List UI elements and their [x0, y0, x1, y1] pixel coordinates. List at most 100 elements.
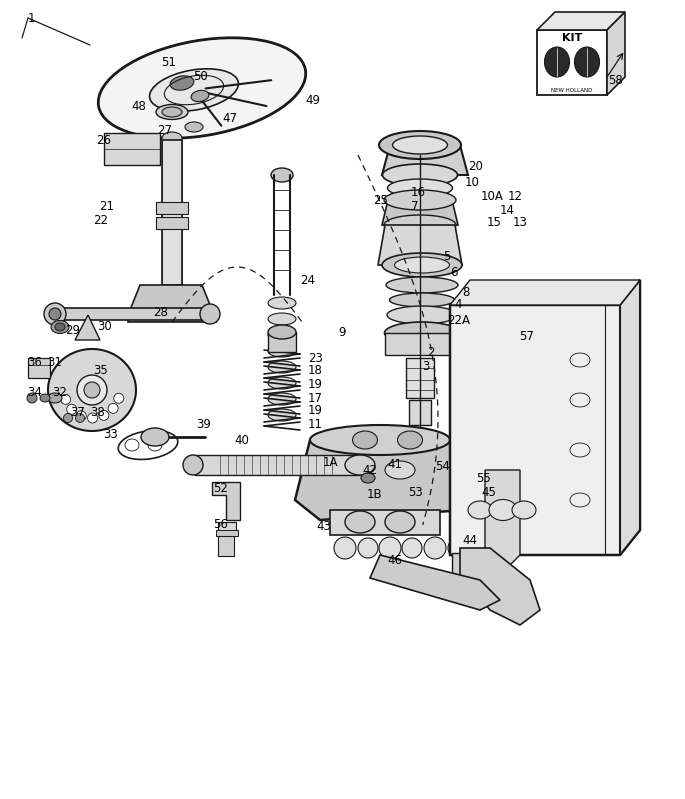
Text: 41: 41 [387, 458, 402, 471]
Text: 20: 20 [468, 160, 483, 173]
Ellipse shape [386, 277, 458, 293]
Text: 31: 31 [47, 356, 62, 368]
Bar [218, 522, 236, 532]
Text: 52: 52 [213, 482, 228, 495]
Ellipse shape [393, 191, 447, 205]
Text: 19: 19 [308, 379, 323, 392]
Text: 55: 55 [476, 471, 490, 484]
Polygon shape [382, 145, 468, 175]
Text: 47: 47 [222, 113, 237, 125]
Ellipse shape [384, 215, 456, 235]
Bar [409, 400, 431, 425]
Ellipse shape [271, 168, 293, 182]
Ellipse shape [393, 136, 447, 154]
Ellipse shape [185, 122, 203, 132]
Bar [156, 202, 188, 214]
Ellipse shape [268, 377, 296, 389]
Ellipse shape [162, 132, 182, 144]
Ellipse shape [268, 313, 296, 325]
Ellipse shape [268, 345, 296, 357]
Ellipse shape [379, 131, 461, 159]
Text: 40: 40 [234, 434, 249, 447]
Polygon shape [50, 308, 215, 320]
Ellipse shape [149, 69, 238, 111]
Text: 57: 57 [519, 331, 534, 344]
Text: 38: 38 [90, 407, 105, 419]
Ellipse shape [268, 297, 296, 309]
Text: 50: 50 [193, 70, 208, 82]
Ellipse shape [382, 253, 462, 277]
Bar [128, 310, 216, 322]
Ellipse shape [345, 511, 375, 533]
Text: 48: 48 [131, 101, 146, 113]
Ellipse shape [125, 439, 139, 451]
Ellipse shape [382, 164, 458, 186]
Text: 29: 29 [65, 324, 80, 336]
Ellipse shape [77, 375, 107, 405]
Polygon shape [75, 315, 100, 340]
Polygon shape [452, 553, 500, 600]
Ellipse shape [183, 455, 203, 475]
Bar [268, 332, 296, 352]
Bar [537, 30, 607, 95]
Ellipse shape [395, 257, 449, 273]
Text: 15: 15 [487, 216, 502, 229]
Ellipse shape [44, 303, 66, 325]
Ellipse shape [361, 473, 375, 483]
Text: 46: 46 [387, 555, 402, 567]
Ellipse shape [397, 431, 423, 449]
Ellipse shape [51, 320, 69, 333]
Text: 25: 25 [373, 193, 388, 206]
Polygon shape [28, 358, 50, 378]
Text: 6: 6 [450, 267, 458, 280]
Text: 45: 45 [481, 486, 496, 499]
Ellipse shape [66, 404, 77, 414]
Ellipse shape [268, 361, 296, 373]
Ellipse shape [170, 76, 194, 90]
Text: 9: 9 [338, 327, 345, 340]
Text: 4: 4 [454, 299, 462, 312]
Text: 53: 53 [408, 487, 423, 499]
Polygon shape [620, 280, 640, 555]
Text: 7: 7 [411, 201, 419, 213]
Ellipse shape [60, 395, 71, 404]
Ellipse shape [353, 431, 377, 449]
Polygon shape [130, 285, 212, 310]
Ellipse shape [84, 382, 100, 398]
Ellipse shape [55, 323, 65, 331]
Ellipse shape [156, 105, 188, 120]
Text: 58: 58 [608, 74, 623, 86]
Polygon shape [295, 440, 465, 520]
Text: 23: 23 [308, 352, 323, 364]
Ellipse shape [334, 537, 356, 559]
Ellipse shape [379, 537, 401, 559]
Ellipse shape [49, 308, 61, 320]
Text: 1: 1 [28, 11, 36, 25]
Ellipse shape [141, 428, 169, 446]
Ellipse shape [64, 414, 73, 423]
Ellipse shape [385, 461, 415, 479]
Text: 34: 34 [27, 387, 42, 400]
Text: 33: 33 [103, 427, 118, 440]
Polygon shape [607, 12, 625, 95]
Ellipse shape [384, 322, 460, 344]
Ellipse shape [358, 538, 378, 558]
Ellipse shape [575, 47, 599, 77]
Ellipse shape [402, 538, 422, 558]
Text: 28: 28 [153, 305, 168, 319]
Ellipse shape [492, 538, 512, 558]
Polygon shape [212, 482, 240, 520]
Text: KIT: KIT [562, 33, 582, 43]
Polygon shape [450, 280, 640, 305]
Polygon shape [460, 548, 540, 625]
Bar [195, 455, 360, 475]
Text: 19: 19 [308, 404, 323, 418]
Ellipse shape [191, 90, 209, 101]
Text: 18: 18 [308, 364, 323, 377]
Ellipse shape [489, 499, 517, 520]
Text: 24: 24 [300, 273, 315, 287]
Text: 14: 14 [500, 204, 515, 217]
Text: 10A: 10A [481, 189, 504, 202]
Ellipse shape [48, 349, 136, 431]
Text: 42: 42 [362, 463, 377, 476]
